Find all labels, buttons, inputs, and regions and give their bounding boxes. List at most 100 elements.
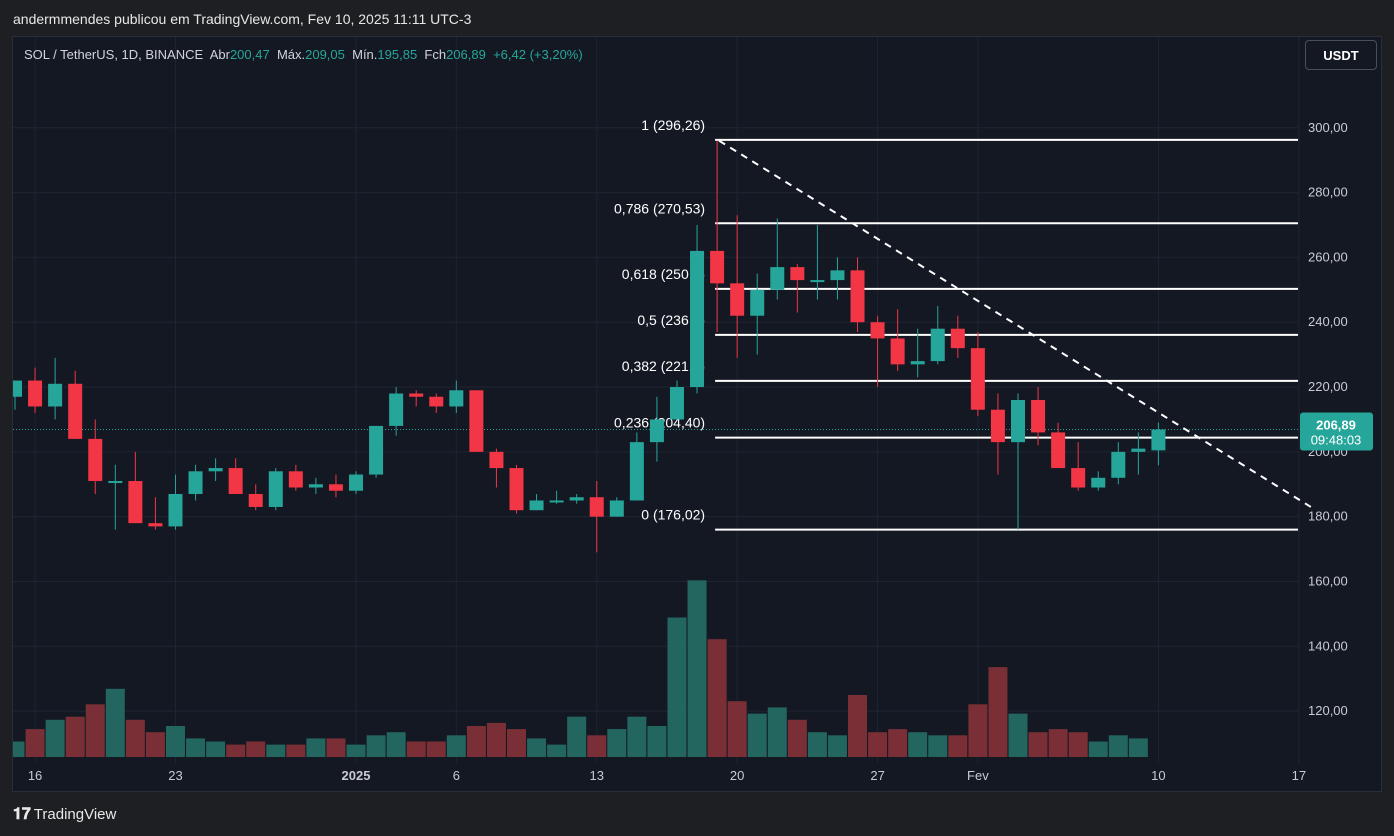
volume-bar	[25, 729, 45, 757]
volume-bar	[326, 738, 346, 757]
volume-bar	[547, 744, 567, 757]
x-tick-label: 23	[168, 768, 182, 783]
candle-body	[629, 442, 644, 501]
volume-bar	[45, 719, 65, 757]
volume-bar	[306, 738, 326, 757]
candle-body	[208, 468, 223, 472]
candle-body	[649, 419, 664, 443]
candle-body	[28, 380, 43, 407]
candle-body	[810, 280, 825, 283]
volume-bar	[567, 716, 587, 757]
candle-body	[690, 250, 705, 388]
volume-bar	[868, 732, 888, 757]
volume-bar	[426, 741, 446, 757]
candle-body	[409, 393, 424, 397]
symbol-label: SOL / TetherUS, 1D, BINANCE	[24, 47, 204, 62]
volume-bar	[165, 726, 185, 757]
candle-body	[308, 484, 323, 488]
candlestick-chart[interactable]: 1 (296,26) 0,786 (270,53) 0,618 (250,3) 0,5…	[13, 37, 1381, 791]
volume-bar	[1028, 732, 1048, 757]
fib-level-label: 0,5 (236,1)	[637, 312, 705, 328]
candle-body	[429, 396, 444, 407]
candle-body	[589, 497, 604, 517]
high-label: Máx.	[276, 47, 306, 62]
y-tick-label: 240,00	[1308, 314, 1348, 329]
candle-body	[1011, 400, 1025, 443]
fib-level-label: 0,786 (270,53)	[614, 200, 705, 216]
y-tick-label: 180,00	[1308, 509, 1348, 524]
volume-bar	[486, 722, 506, 757]
candle-body	[830, 270, 845, 281]
current-price-value: 206,89	[1316, 418, 1356, 433]
y-tick-label: 220,00	[1308, 379, 1348, 394]
volume-bar	[246, 741, 266, 757]
x-tick-label: 10	[1151, 768, 1165, 783]
x-tick-label: 17	[1292, 768, 1306, 783]
volume-bar	[206, 741, 226, 757]
fib-level-label: 0,618 (250,3)	[622, 266, 705, 282]
candle-body	[349, 474, 364, 491]
volume-bar	[747, 713, 767, 757]
open-label: Abr	[209, 47, 230, 62]
candle-body	[990, 409, 1005, 443]
candle-body	[288, 471, 303, 488]
volume-bar	[1128, 738, 1148, 757]
candle-body	[549, 500, 564, 503]
candle-body	[669, 387, 684, 420]
volume-bar	[988, 667, 1008, 757]
volume-bar	[1008, 713, 1028, 757]
volume-bar	[687, 580, 707, 757]
volume-bar	[908, 732, 928, 757]
chart-frame[interactable]: 1 (296,26) 0,786 (270,53) 0,618 (250,3) 0,5…	[12, 36, 1382, 792]
candle-body	[970, 348, 985, 410]
volume-bar	[627, 716, 647, 757]
candle-body	[529, 500, 544, 511]
volume-bar	[1068, 732, 1088, 757]
current-price-countdown: 09:48:03	[1311, 433, 1362, 448]
volume-bar	[366, 735, 386, 757]
candle-body	[1111, 451, 1126, 478]
candle-body	[890, 338, 905, 365]
candle-body	[1151, 429, 1166, 451]
candle-body	[710, 250, 725, 284]
candle-body	[13, 380, 22, 397]
candle-body	[1031, 400, 1046, 433]
candle-body	[1071, 468, 1086, 488]
candle-body	[489, 451, 504, 469]
candle-body	[48, 383, 63, 407]
volume-bar	[1108, 735, 1128, 757]
candle-body	[750, 289, 765, 316]
candle-body	[509, 468, 524, 511]
currency-button[interactable]: USDT	[1305, 40, 1377, 70]
y-tick-label: 120,00	[1308, 703, 1348, 718]
candle-body	[128, 481, 143, 524]
volume-bar	[1088, 741, 1108, 757]
candle-body	[188, 471, 203, 494]
close-label: Fch	[424, 47, 447, 62]
candle-body	[730, 283, 745, 316]
volume-bar	[968, 704, 988, 757]
volume-bar	[125, 719, 145, 757]
volume-bar	[13, 741, 25, 757]
y-tick-label: 280,00	[1308, 185, 1348, 200]
volume-bar	[446, 735, 466, 757]
candle-body	[790, 267, 805, 281]
candle-body	[148, 523, 163, 527]
candle-body	[469, 390, 484, 452]
volume-bar	[928, 735, 948, 757]
candle-body	[268, 471, 283, 507]
y-tick-label: 140,00	[1308, 638, 1348, 653]
candle-body	[1131, 448, 1146, 452]
candle-body	[1051, 432, 1066, 469]
candle-body	[910, 361, 925, 365]
tradingview-brand: TradingView	[33, 806, 117, 823]
candle-body	[328, 484, 343, 491]
candle-body	[389, 393, 404, 426]
current-price-badge	[1300, 412, 1373, 451]
volume-bar	[186, 738, 206, 757]
volume-bar	[848, 695, 868, 757]
volume-bar	[145, 732, 165, 757]
candle-body	[850, 270, 865, 323]
volume-bar	[346, 744, 366, 757]
publisher-bar: andermmendes publicou em TradingView.com…	[0, 0, 1394, 36]
